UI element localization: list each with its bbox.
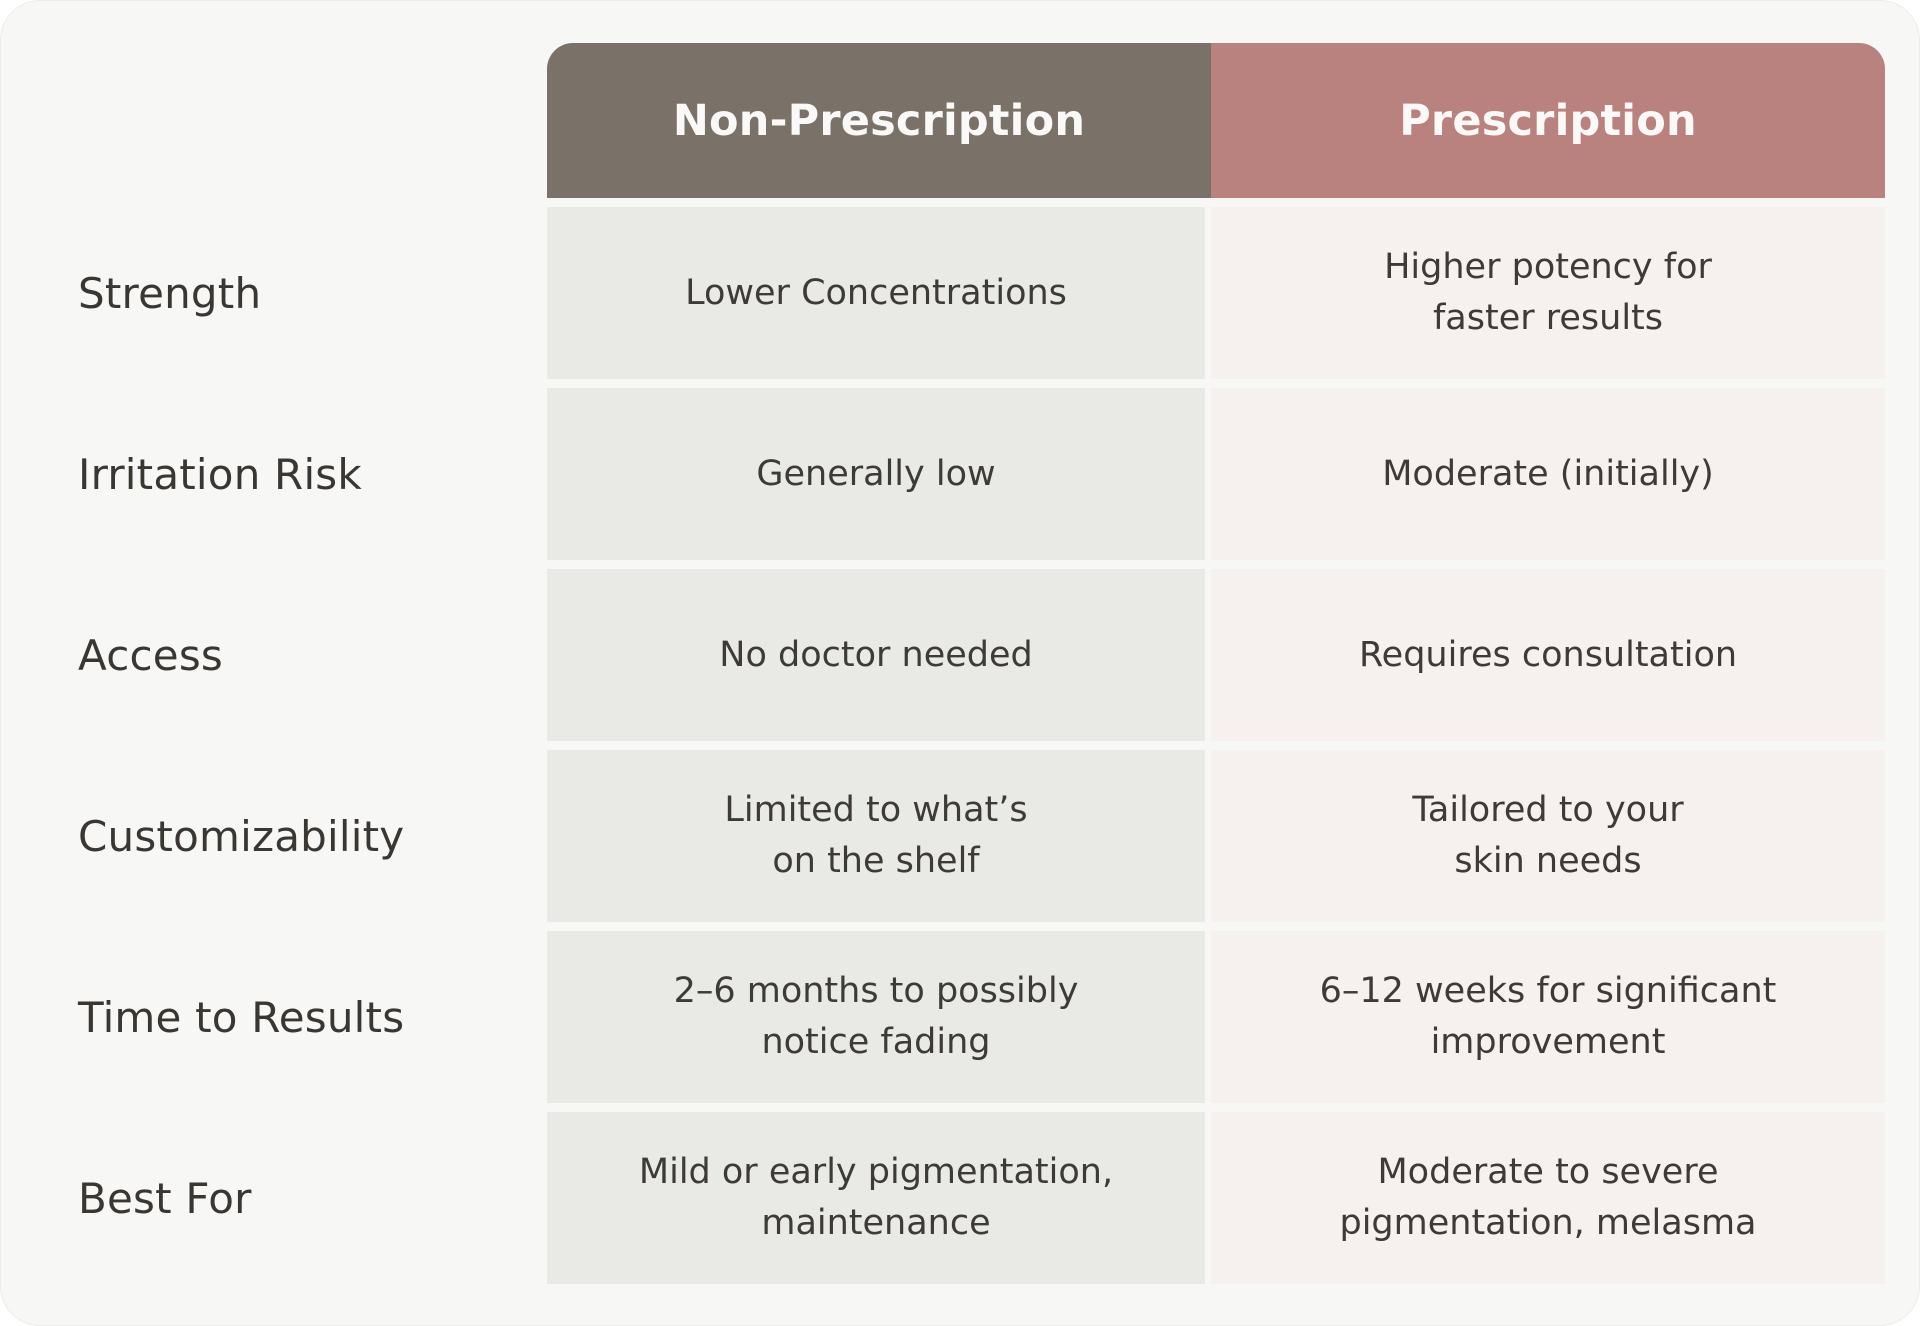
column-header-non-prescription: Non-Prescription — [547, 43, 1211, 198]
row-label-time-to-results: Time to Results — [78, 992, 405, 1042]
cell-customizability-prescription: Tailored to your skin needs — [1211, 750, 1885, 922]
cell-strength-non-prescription: Lower Concentrations — [547, 207, 1205, 379]
header-spacer — [78, 43, 547, 198]
row-label-strength: Strength — [78, 268, 262, 318]
column-header-non-prescription-label: Non-Prescription — [672, 95, 1086, 146]
row-label-customizability: Customizability — [78, 811, 405, 861]
column-header-prescription: Prescription — [1211, 43, 1885, 198]
cell-best-for-non-prescription: Mild or early pigmentation, maintenance — [547, 1112, 1205, 1284]
cell-irritation-risk-prescription: Moderate (initially) — [1211, 388, 1885, 560]
cell-customizability-non-prescription: Limited to what’s on the shelf — [547, 750, 1205, 922]
row-label-best-for: Best For — [78, 1173, 252, 1223]
row-label-irritation-risk: Irritation Risk — [78, 449, 362, 499]
cell-access-non-prescription: No doctor needed — [547, 569, 1205, 741]
cell-strength-prescription: Higher potency for faster results — [1211, 207, 1885, 379]
comparison-table: Non-Prescription Prescription Strength L… — [78, 43, 1885, 1284]
cell-best-for-prescription: Moderate to severe pigmentation, melasma — [1211, 1112, 1885, 1284]
row-label-access: Access — [78, 630, 223, 680]
cell-access-prescription: Requires consultation — [1211, 569, 1885, 741]
column-header-prescription-label: Prescription — [1399, 95, 1697, 146]
cell-time-to-results-prescription: 6–12 weeks for significant improvement — [1211, 931, 1885, 1103]
cell-time-to-results-non-prescription: 2–6 months to possibly notice fading — [547, 931, 1205, 1103]
cell-irritation-risk-non-prescription: Generally low — [547, 388, 1205, 560]
